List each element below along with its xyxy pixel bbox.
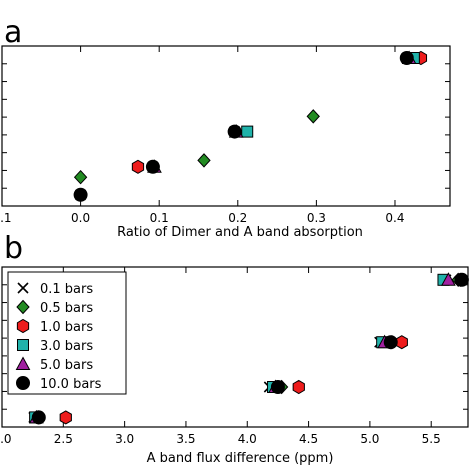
x-tick-label: 5.5 xyxy=(422,432,441,446)
panel-a-y-ticks xyxy=(2,45,450,207)
data-point xyxy=(292,379,305,395)
x-tick-label: 0.3 xyxy=(307,211,326,225)
legend-entry: 0.5 bars xyxy=(40,301,93,316)
data-point xyxy=(395,335,408,350)
data-point xyxy=(131,159,145,174)
x-tick-label: 3.0 xyxy=(115,432,134,446)
panel-a: a 0.1 0.0 0.1 0.2 0.3 0.4 Ratio of Dimer and … xyxy=(0,15,451,240)
data-point xyxy=(59,410,72,425)
x-tick-label: 5.0 xyxy=(360,432,379,446)
panel-b-label: b xyxy=(4,231,23,266)
data-point xyxy=(270,380,285,394)
x-tick-label: 4.5 xyxy=(299,432,318,446)
legend-marker xyxy=(17,339,29,351)
x-tick-label: 0.1 xyxy=(150,211,169,225)
data-point xyxy=(73,169,88,185)
x-tick-label: 2.5 xyxy=(54,432,73,446)
panel-b-x-axis-label: A band flux difference (ppm) xyxy=(147,451,334,466)
data-point xyxy=(145,159,160,174)
panel-b-x-ticks: 2.0 2.5 3.0 3.5 4.0 4.5 5.0 5.5 xyxy=(0,267,441,446)
panel-a-axes xyxy=(1,45,451,207)
x-tick-label: 0.4 xyxy=(385,211,404,225)
legend-entry: 0.1 bars xyxy=(40,282,93,297)
data-point xyxy=(73,187,88,202)
panel-b-points xyxy=(28,272,469,425)
panel-b-axes xyxy=(1,266,469,428)
legend: 0.1 bars 0.5 bars 1.0 bars 3.0 bars 5.0 bars… xyxy=(7,271,127,395)
panel-a-points xyxy=(73,50,428,202)
legend-marker xyxy=(16,299,30,315)
x-tick-label: 0.0 xyxy=(71,211,90,225)
legend-entry: 1.0 bars xyxy=(40,320,93,335)
legend-entry: 3.0 bars xyxy=(40,339,93,354)
data-point xyxy=(454,272,469,287)
legend-marker xyxy=(16,376,30,390)
plot-frame xyxy=(1,266,469,428)
x-tick-label: 4.0 xyxy=(238,432,257,446)
data-point xyxy=(241,125,254,138)
legend-marker xyxy=(17,282,29,294)
data-point xyxy=(399,51,414,65)
data-point xyxy=(197,153,211,168)
panel-b: b 2.0 2.5 3.0 3.5 4.0 4.5 5.0 5.5 0.1 bars 0.5 b… xyxy=(0,231,469,466)
data-point xyxy=(227,124,242,139)
legend-entry: 5.0 bars xyxy=(40,358,93,373)
data-point xyxy=(306,109,320,124)
legend-entry: 10.0 bars xyxy=(40,377,102,392)
legend-marker xyxy=(16,318,30,334)
data-point xyxy=(31,410,46,425)
panel-a-x-ticks: 0.1 0.0 0.1 0.2 0.3 0.4 xyxy=(0,46,405,225)
x-tick-label: 0.2 xyxy=(228,211,247,225)
x-tick-label: 2.0 xyxy=(0,432,12,446)
data-point xyxy=(441,272,456,286)
x-tick-label: 0.1 xyxy=(0,211,12,225)
data-point xyxy=(383,335,398,350)
legend-marker xyxy=(15,356,31,370)
panel-a-x-axis-label: Ratio of Dimer and A band absorption xyxy=(117,225,363,240)
panel-a-label: a xyxy=(4,15,22,50)
x-tick-label: 3.5 xyxy=(176,432,195,446)
plot-frame xyxy=(1,45,451,207)
